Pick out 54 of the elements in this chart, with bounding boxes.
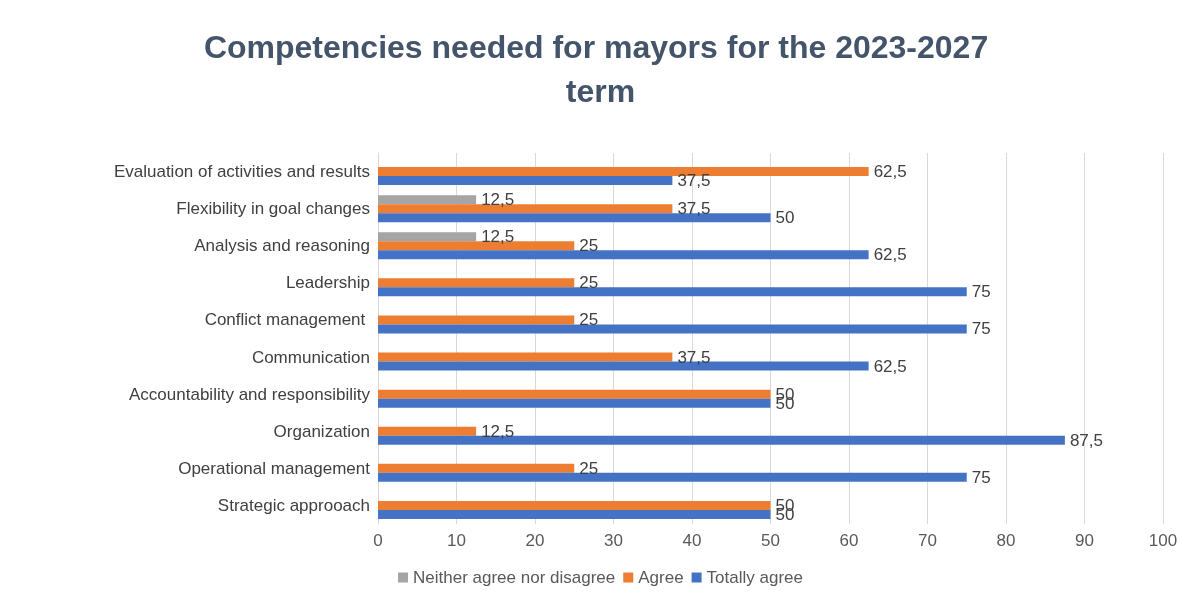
y-tick-label: Evaluation of activities and results bbox=[113, 162, 370, 182]
y-tick-label: Conflict management bbox=[204, 310, 370, 330]
legend-label: Agree bbox=[638, 568, 684, 587]
bar bbox=[378, 398, 771, 408]
chart-title: Competencies needed for mayors for the 2023-2027 term bbox=[203, 29, 998, 109]
bar bbox=[378, 232, 477, 242]
data-label: 50 bbox=[775, 208, 795, 228]
x-tick-label: 20 bbox=[525, 531, 545, 550]
data-label: 37,5 bbox=[677, 171, 711, 191]
data-label: 25 bbox=[579, 310, 599, 330]
bar bbox=[378, 472, 967, 482]
bar bbox=[378, 287, 967, 297]
x-tick-label: 100 bbox=[1148, 531, 1178, 550]
x-tick-label: 10 bbox=[447, 531, 466, 550]
x-tick-label: 60 bbox=[839, 531, 859, 550]
y-tick-label: Communication bbox=[251, 347, 370, 367]
bar bbox=[378, 426, 477, 436]
data-label: 62,5 bbox=[873, 162, 907, 182]
bar bbox=[378, 278, 575, 288]
data-label: 12,5 bbox=[481, 421, 515, 441]
legend-label: Totally agree bbox=[706, 568, 803, 587]
x-tick-label: 40 bbox=[682, 531, 702, 550]
bar bbox=[378, 176, 673, 186]
bar bbox=[378, 352, 673, 362]
y-tick-label: Organization bbox=[273, 421, 370, 441]
legend-label: Neither agree nor disagree bbox=[413, 568, 616, 587]
data-label: 62,5 bbox=[873, 356, 907, 376]
x-tick-label: 0 bbox=[373, 531, 383, 550]
y-tick-label: Flexibility in goal changes bbox=[176, 199, 370, 219]
x-tick-label: 80 bbox=[996, 531, 1016, 550]
y-tick-label: Leadership bbox=[285, 273, 370, 293]
data-label: 25 bbox=[579, 458, 599, 478]
x-tick-label: 50 bbox=[761, 531, 780, 550]
bar bbox=[378, 195, 477, 205]
y-tick-label: Analysis and reasoning bbox=[194, 236, 370, 256]
x-tick-label: 90 bbox=[1075, 531, 1094, 550]
bar bbox=[378, 463, 575, 473]
data-label: 37,5 bbox=[677, 347, 711, 367]
y-tick-label: Strategic approoach bbox=[217, 495, 370, 515]
bar bbox=[378, 324, 967, 334]
y-tick-label: Operational management bbox=[178, 458, 371, 478]
data-label: 87,5 bbox=[1069, 430, 1103, 450]
data-label: 62,5 bbox=[873, 245, 907, 265]
x-tick-label: 70 bbox=[918, 531, 937, 550]
data-label: 75 bbox=[971, 467, 991, 487]
bar bbox=[378, 250, 869, 260]
data-label: 75 bbox=[971, 319, 991, 339]
bar bbox=[378, 315, 575, 325]
bar bbox=[378, 500, 771, 510]
y-tick-label: Accountability and responsibility bbox=[129, 384, 371, 404]
bar bbox=[378, 389, 771, 399]
x-tick-label: 30 bbox=[604, 531, 623, 550]
data-label: 75 bbox=[971, 282, 991, 302]
bar bbox=[378, 509, 771, 519]
